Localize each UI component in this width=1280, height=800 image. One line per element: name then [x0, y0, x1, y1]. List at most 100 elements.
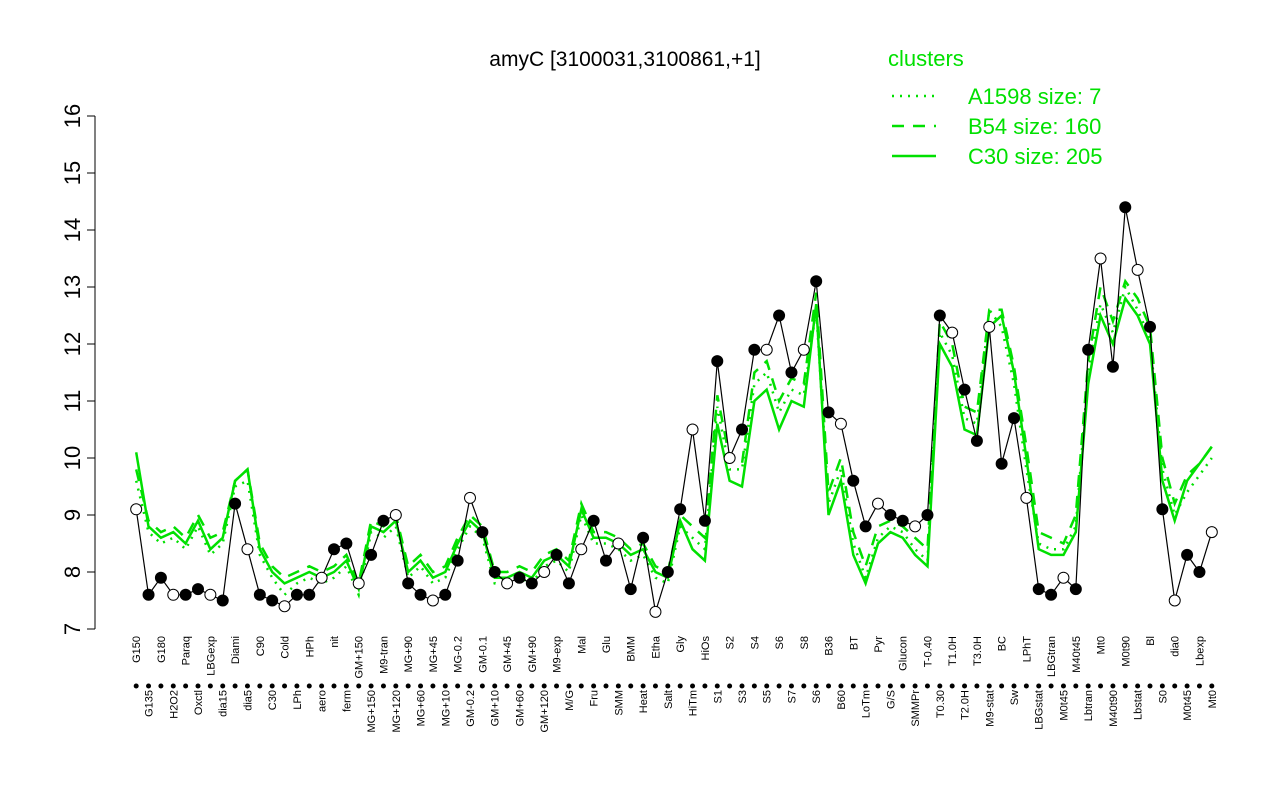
x-tick-label: LPhT: [1021, 636, 1033, 663]
x-tick-label: Heat: [638, 690, 650, 713]
x-tick-label: S5: [762, 690, 774, 703]
data-point: [847, 474, 860, 487]
x-tick-dot: [739, 683, 745, 689]
data-point: [711, 355, 724, 368]
x-tick-dot: [1159, 683, 1165, 689]
x-tick-dot: [1073, 683, 1079, 689]
x-tick-dot: [1036, 683, 1042, 689]
x-tick-dot: [232, 683, 238, 689]
x-tick-label: dia5: [242, 690, 254, 711]
x-tick-dot: [615, 683, 621, 689]
x-tick-dot: [319, 683, 325, 689]
x-tick-label: M9-stat: [984, 690, 996, 727]
x-tick-label: LBGexp: [205, 636, 217, 676]
x-tick-label: MG+120: [391, 690, 403, 733]
x-tick-label: S2: [725, 636, 737, 649]
x-tick-dot: [826, 683, 832, 689]
data-point: [600, 554, 612, 567]
x-tick-dot: [170, 683, 176, 689]
x-tick-dot: [702, 683, 708, 689]
x-tick-label: S1: [712, 690, 724, 703]
x-tick-label: H2O2: [168, 690, 180, 719]
data-point: [1119, 201, 1132, 214]
data-point: [377, 514, 390, 527]
x-tick-label: M9-tran: [378, 636, 390, 674]
x-tick-dot: [220, 683, 226, 689]
x-tick-label: BMM: [626, 636, 638, 662]
x-tick-label: MG+90: [403, 636, 415, 672]
x-tick-label: S0: [1157, 690, 1169, 703]
x-tick-dot: [962, 683, 968, 689]
data-point: [884, 509, 897, 521]
x-tick-dot: [764, 683, 770, 689]
legend-title: clusters: [888, 46, 964, 71]
x-tick-label: HiOs: [700, 636, 712, 661]
y-tick-label: 7: [60, 623, 85, 635]
data-point: [760, 343, 773, 356]
x-tick-dot: [1011, 683, 1017, 689]
x-tick-dot: [603, 683, 609, 689]
data-point: [1156, 503, 1169, 516]
y-tick-label: 12: [60, 332, 85, 356]
x-tick-label: G150: [131, 636, 143, 663]
data-point: [241, 543, 254, 556]
data-point: [674, 503, 687, 516]
x-tick-label: MG+45: [428, 636, 440, 672]
data-point: [1144, 320, 1156, 333]
data-point: [488, 566, 501, 578]
data-point: [439, 588, 452, 601]
x-tick-dot: [900, 683, 906, 689]
x-tick-label: dia0: [1170, 636, 1182, 657]
x-tick-dot: [529, 683, 535, 689]
data-point: [1045, 588, 1058, 601]
x-tick-dot: [306, 683, 312, 689]
data-point: [1094, 252, 1107, 265]
x-tick-dot: [158, 683, 164, 689]
x-tick-label: MG+60: [416, 690, 428, 726]
data-point: [154, 571, 167, 584]
legend-label: C30 size: 205: [968, 144, 1103, 169]
x-tick-dot: [516, 683, 522, 689]
x-tick-dot: [838, 683, 844, 689]
data-point: [686, 423, 699, 436]
x-tick-label: B36: [824, 636, 836, 656]
x-tick-label: G180: [156, 636, 168, 663]
x-tick-dot: [665, 683, 671, 689]
x-tick-dot: [405, 683, 411, 689]
data-point: [1193, 566, 1206, 578]
x-tick-dot: [1147, 683, 1153, 689]
y-tick-label: 11: [60, 390, 85, 413]
data-point: [637, 531, 650, 544]
x-tick-dot: [912, 683, 918, 689]
x-tick-label: GM+45: [502, 636, 514, 672]
x-tick-label: LBGtran: [1046, 636, 1058, 677]
x-tick-label: C90: [255, 636, 267, 656]
data-point: [896, 514, 909, 527]
data-line: [135, 207, 1213, 613]
x-tick-dot: [418, 683, 424, 689]
x-tick-dot: [1060, 683, 1066, 689]
data-point: [1205, 526, 1218, 539]
x-tick-dot: [677, 683, 683, 689]
x-tick-label: S4: [749, 636, 761, 649]
x-tick-label: Mt0: [1207, 690, 1219, 708]
x-tick-dot: [244, 683, 250, 689]
x-tick-label: M40t90: [1108, 690, 1120, 727]
data-point: [278, 600, 291, 613]
x-tick-dot: [887, 683, 893, 689]
data-point: [1168, 594, 1181, 607]
x-tick-label: M9-exp: [552, 636, 564, 673]
data-point: [192, 583, 204, 596]
x-tick-label: Lbexp: [1194, 636, 1206, 666]
x-tick-dot: [1085, 683, 1091, 689]
x-tick-label: Mt0: [1096, 636, 1108, 654]
x-tick-dot: [430, 683, 436, 689]
x-tick-dot: [368, 683, 374, 689]
x-tick-label: dia15: [218, 690, 230, 717]
x-tick-label: Mal: [576, 636, 588, 654]
x-tick-label: S6: [811, 690, 823, 703]
x-tick-dot: [937, 683, 943, 689]
x-tick-dot: [875, 683, 881, 689]
data-point: [946, 326, 959, 339]
x-tick-dot: [393, 683, 399, 689]
